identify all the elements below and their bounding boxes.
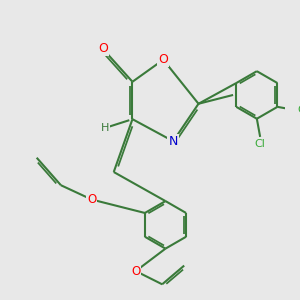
Text: O: O [87, 193, 96, 206]
Text: H: H [101, 123, 109, 133]
Text: N: N [169, 135, 178, 148]
Text: Cl: Cl [255, 139, 266, 149]
Text: O: O [158, 53, 168, 66]
Text: Cl: Cl [297, 105, 300, 115]
Text: O: O [98, 42, 108, 55]
Text: O: O [131, 265, 140, 278]
